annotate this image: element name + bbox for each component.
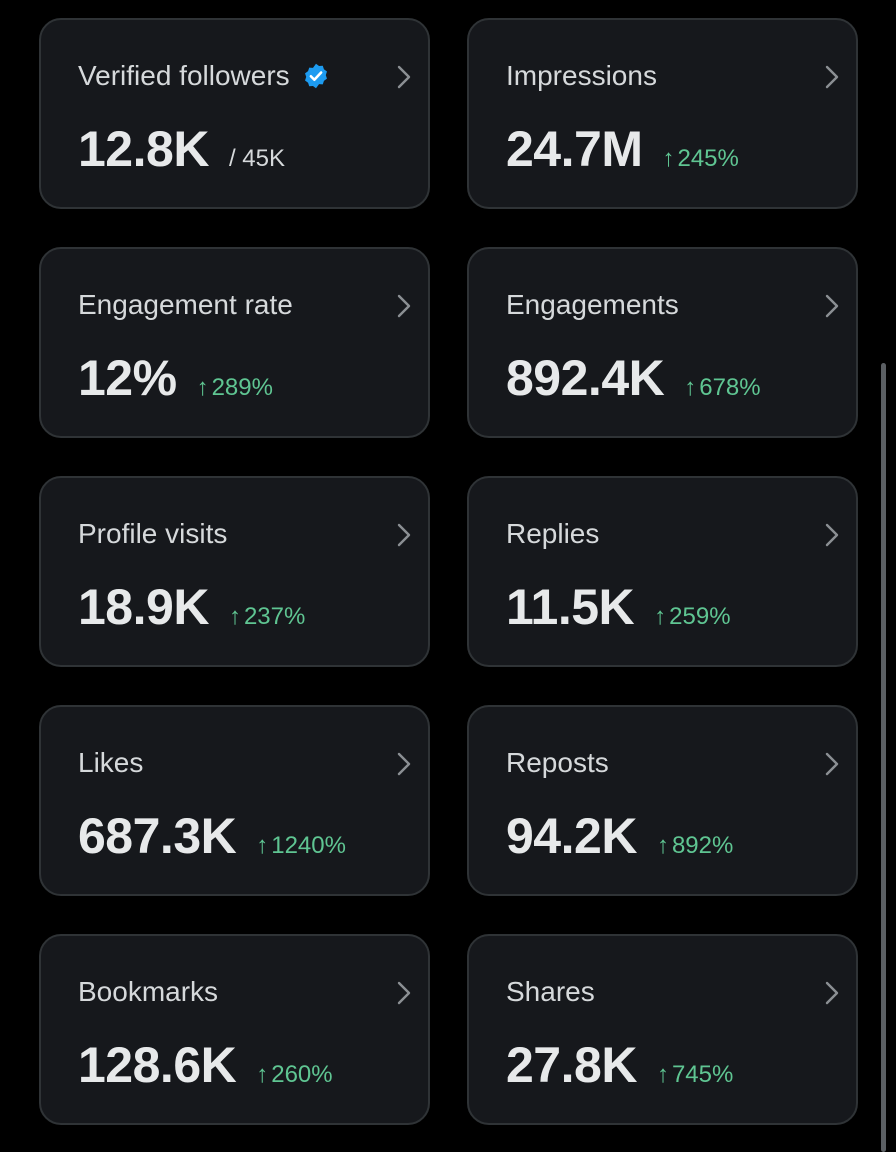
change-percent: 289% bbox=[211, 374, 273, 401]
card-label: Shares bbox=[506, 976, 595, 1007]
change-indicator: ↑ 289% bbox=[197, 374, 273, 402]
chevron-right-icon bbox=[397, 752, 411, 776]
card-label: Likes bbox=[78, 747, 144, 778]
card-shares[interactable]: Shares 27.8K ↑ 745% bbox=[467, 934, 858, 1125]
card-value: 11.5K bbox=[506, 579, 635, 635]
metrics-grid: Verified followers 12.8K / 45K Impressio… bbox=[39, 18, 858, 1125]
change-percent: 678% bbox=[699, 374, 761, 401]
verified-badge-icon bbox=[302, 62, 330, 90]
card-value: 24.7M bbox=[506, 121, 643, 177]
card-value: 687.3K bbox=[78, 808, 237, 864]
card-value-row: 128.6K ↑ 260% bbox=[78, 1036, 333, 1094]
change-indicator: ↑ 259% bbox=[654, 603, 730, 631]
chevron-right-icon bbox=[397, 523, 411, 547]
arrow-up-icon: ↑ bbox=[656, 832, 669, 859]
card-value-row: 12% ↑ 289% bbox=[78, 349, 273, 407]
arrow-up-icon: ↑ bbox=[256, 832, 269, 859]
card-value-row: 18.9K ↑ 237% bbox=[78, 578, 305, 636]
chevron-right-icon bbox=[825, 752, 839, 776]
change-percent: 259% bbox=[669, 603, 731, 630]
card-label: Engagements bbox=[506, 289, 679, 320]
arrow-up-icon: ↑ bbox=[256, 1061, 269, 1088]
arrow-up-icon: ↑ bbox=[228, 603, 241, 630]
card-label: Replies bbox=[506, 518, 600, 549]
change-percent: 245% bbox=[677, 145, 739, 172]
change-indicator: ↑ 245% bbox=[662, 145, 738, 173]
card-value-row: 892.4K ↑ 678% bbox=[506, 349, 761, 407]
card-value: 18.9K bbox=[78, 579, 209, 635]
change-percent: 745% bbox=[671, 1061, 734, 1088]
card-label: Verified followers bbox=[78, 60, 330, 92]
card-value-row: 27.8K ↑ 745% bbox=[506, 1036, 733, 1094]
card-verified-followers[interactable]: Verified followers 12.8K / 45K bbox=[39, 18, 430, 209]
card-value: 12% bbox=[78, 350, 177, 406]
arrow-up-icon: ↑ bbox=[662, 145, 675, 172]
card-label: Bookmarks bbox=[78, 976, 219, 1007]
chevron-right-icon bbox=[825, 523, 839, 547]
arrow-up-icon: ↑ bbox=[684, 374, 697, 401]
chevron-right-icon bbox=[825, 981, 839, 1005]
card-value: 128.6K bbox=[78, 1037, 237, 1093]
card-replies[interactable]: Replies 11.5K ↑ 259% bbox=[467, 476, 858, 667]
change-indicator: ↑ 1240% bbox=[256, 832, 346, 860]
card-value-row: 12.8K / 45K bbox=[78, 120, 285, 178]
change-percent: 1240% bbox=[271, 832, 346, 859]
chevron-right-icon bbox=[825, 65, 839, 89]
arrow-up-icon: ↑ bbox=[196, 374, 209, 401]
card-engagement-rate[interactable]: Engagement rate 12% ↑ 289% bbox=[39, 247, 430, 438]
card-label-text: Verified followers bbox=[78, 60, 290, 91]
card-value: 12.8K bbox=[78, 121, 209, 177]
card-label: Impressions bbox=[506, 60, 657, 91]
change-percent: 892% bbox=[671, 832, 734, 859]
arrow-up-icon: ↑ bbox=[654, 603, 667, 630]
card-label: Profile visits bbox=[78, 518, 228, 549]
card-value: 892.4K bbox=[506, 350, 665, 406]
change-indicator: ↑ 892% bbox=[657, 832, 733, 860]
arrow-up-icon: ↑ bbox=[656, 1061, 669, 1088]
chevron-right-icon bbox=[397, 65, 411, 89]
card-engagements[interactable]: Engagements 892.4K ↑ 678% bbox=[467, 247, 858, 438]
card-label: Reposts bbox=[506, 747, 609, 778]
change-indicator: ↑ 678% bbox=[684, 374, 760, 402]
chevron-right-icon bbox=[825, 294, 839, 318]
change-percent: 237% bbox=[243, 603, 306, 630]
change-percent: 260% bbox=[271, 1061, 333, 1088]
card-value-row: 687.3K ↑ 1240% bbox=[78, 807, 346, 865]
card-value: 94.2K bbox=[506, 808, 637, 864]
card-value-row: 24.7M ↑ 245% bbox=[506, 120, 739, 178]
change-indicator: ↑ 237% bbox=[229, 603, 305, 631]
card-likes[interactable]: Likes 687.3K ↑ 1240% bbox=[39, 705, 430, 896]
chevron-right-icon bbox=[397, 294, 411, 318]
vertical-scrollbar[interactable] bbox=[881, 363, 886, 1152]
card-reposts[interactable]: Reposts 94.2K ↑ 892% bbox=[467, 705, 858, 896]
change-indicator: ↑ 260% bbox=[256, 1061, 332, 1089]
chevron-right-icon bbox=[397, 981, 411, 1005]
card-value-row: 11.5K ↑ 259% bbox=[506, 578, 731, 636]
card-label: Engagement rate bbox=[78, 289, 293, 320]
card-value-row: 94.2K ↑ 892% bbox=[506, 807, 733, 865]
card-impressions[interactable]: Impressions 24.7M ↑ 245% bbox=[467, 18, 858, 209]
card-value: 27.8K bbox=[506, 1037, 637, 1093]
change-indicator: ↑ 745% bbox=[657, 1061, 733, 1089]
card-profile-visits[interactable]: Profile visits 18.9K ↑ 237% bbox=[39, 476, 430, 667]
card-total: / 45K bbox=[228, 145, 285, 172]
card-bookmarks[interactable]: Bookmarks 128.6K ↑ 260% bbox=[39, 934, 430, 1125]
